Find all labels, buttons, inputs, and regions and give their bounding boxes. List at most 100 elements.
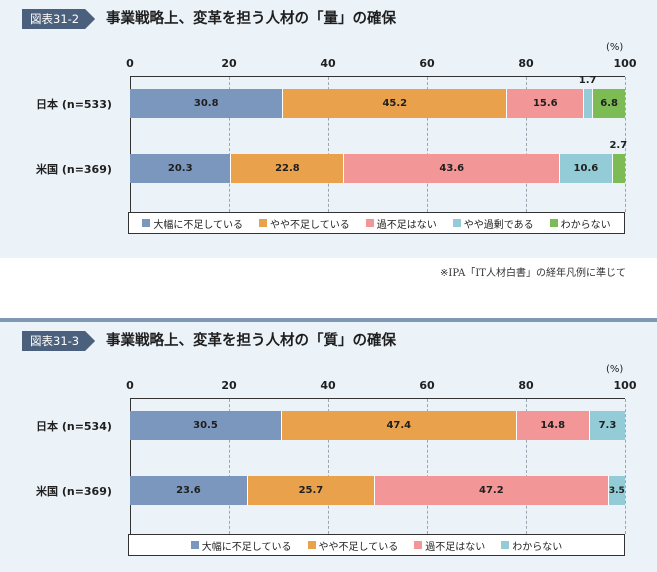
data-label: 7.3	[598, 420, 617, 431]
figure-label: 図表31-2	[22, 9, 95, 29]
x-tick-label: 20	[221, 57, 237, 70]
data-label: 47.2	[479, 485, 504, 496]
data-label: 45.2	[382, 98, 408, 109]
bar-segment: 10.6	[559, 154, 612, 183]
gridline	[625, 77, 626, 212]
legend-item: わからない	[501, 538, 562, 553]
bar-segment: 43.6	[343, 154, 560, 183]
gridline	[625, 399, 626, 534]
data-label: 10.6	[573, 163, 599, 174]
chart-title: 事業戦略上、変革を担う人材の「量」の確保	[106, 11, 396, 27]
gridline	[427, 399, 428, 534]
category-label: 米国 (n=369)	[36, 485, 112, 498]
data-label: 43.6	[439, 163, 465, 174]
category-label: 米国 (n=369)	[36, 163, 112, 176]
data-label: 14.8	[540, 420, 566, 431]
legend-swatch	[452, 219, 461, 227]
legend-label: 大幅に不足している	[153, 219, 244, 231]
bar-segment: 45.2	[282, 89, 507, 118]
legend-swatch	[501, 541, 510, 549]
chart-title: 事業戦略上、変革を担う人材の「質」の確保	[106, 333, 396, 349]
data-label: 1.7	[578, 75, 597, 86]
gridline	[526, 77, 527, 212]
bar-segment: 47.4	[280, 411, 516, 440]
x-tick-label: 0	[126, 379, 134, 392]
bar-segment: 14.8	[515, 411, 589, 440]
gridline	[328, 399, 329, 534]
legend-swatch	[259, 219, 268, 227]
bar-segment: 30.5	[130, 411, 281, 440]
unit-label: (%)	[606, 364, 624, 375]
legend-swatch	[142, 219, 151, 227]
bar-segment: 23.6	[130, 476, 247, 505]
legend-label: わからない	[512, 541, 563, 553]
y-axis-line	[130, 76, 131, 212]
bar-segment: 15.6	[506, 89, 584, 118]
legend-label: 過不足はない	[376, 219, 437, 231]
data-label: 3.5	[608, 485, 625, 496]
footnote: ※IPA「IT人材白書」の経年凡例に準じて	[440, 268, 626, 279]
bar-segment: 6.8	[591, 89, 626, 118]
legend-label: 大幅に不足している	[201, 541, 292, 553]
legend: 大幅に不足している やや不足している 過不足はない やや過剰である わからない	[128, 212, 625, 234]
data-label: 25.7	[298, 485, 324, 496]
legend-swatch	[365, 219, 374, 227]
x-axis-line	[130, 76, 625, 77]
x-tick-label: 100	[613, 57, 637, 70]
x-tick-label: 100	[613, 379, 637, 392]
category-label: 日本 (n=534)	[36, 420, 112, 433]
x-tick-label: 40	[320, 57, 336, 70]
legend-label: やや不足している	[318, 541, 399, 553]
data-label: 15.6	[532, 98, 558, 109]
bar-segment: 20.3	[130, 154, 231, 183]
data-label: 2.7	[609, 140, 628, 151]
legend-item: 大幅に不足している	[142, 216, 243, 231]
legend-swatch	[549, 219, 558, 227]
gridline	[427, 77, 428, 212]
bar-segment	[583, 89, 592, 118]
data-label: 23.6	[176, 485, 201, 496]
legend-item: わからない	[549, 216, 611, 231]
legend-item: 過不足はない	[365, 216, 437, 231]
legend-label: やや不足している	[270, 219, 350, 231]
bar-segment: 25.7	[246, 476, 375, 505]
x-tick-label: 20	[221, 379, 237, 392]
category-label: 日本 (n=533)	[36, 98, 112, 111]
figure-label: 図表31-3	[22, 331, 95, 351]
x-tick-label: 60	[419, 379, 435, 392]
data-label: 20.3	[167, 163, 193, 174]
x-tick-label: 80	[518, 379, 534, 392]
legend-swatch	[307, 541, 316, 549]
legend-swatch	[190, 541, 199, 549]
bar-segment: 3.5	[607, 476, 625, 505]
legend-item: 大幅に不足している	[190, 538, 292, 553]
legend-item: やや不足している	[259, 216, 350, 231]
bar-segment: 7.3	[588, 411, 625, 440]
gridline	[229, 77, 230, 212]
x-tick-label: 60	[419, 57, 435, 70]
chart-panel-quantity: 図表31-2 事業戦略上、変革を担う人材の「量」の確保 (%) 0 20 40 60 8…	[0, 0, 657, 258]
x-axis-line	[130, 398, 625, 399]
legend-item: やや過剰である	[452, 216, 534, 231]
x-tick-label: 40	[320, 379, 336, 392]
gridline	[526, 399, 527, 534]
bar-segment	[611, 154, 625, 183]
bar-segment: 47.2	[374, 476, 608, 505]
gridline	[229, 399, 230, 534]
chart-panel-quality: 図表31-3 事業戦略上、変革を担う人材の「質」の確保 (%) 0 20 40 60 8…	[0, 318, 657, 572]
legend-label: わからない	[560, 219, 611, 231]
x-tick-label: 80	[518, 57, 534, 70]
data-label: 47.4	[386, 420, 412, 431]
data-label: 30.8	[193, 98, 219, 109]
x-tick-label: 0	[126, 57, 134, 70]
bar-segment: 22.8	[230, 154, 344, 183]
bar-segment: 30.8	[130, 89, 283, 118]
legend-item: 過不足はない	[414, 538, 485, 553]
legend-swatch	[414, 541, 423, 549]
y-axis-line	[130, 398, 131, 534]
legend: 大幅に不足している やや不足している 過不足はない わからない	[128, 534, 625, 556]
data-label: 22.8	[275, 163, 300, 174]
legend-label: 過不足はない	[425, 541, 486, 553]
unit-label: (%)	[606, 42, 624, 53]
data-label: 30.5	[193, 420, 218, 431]
